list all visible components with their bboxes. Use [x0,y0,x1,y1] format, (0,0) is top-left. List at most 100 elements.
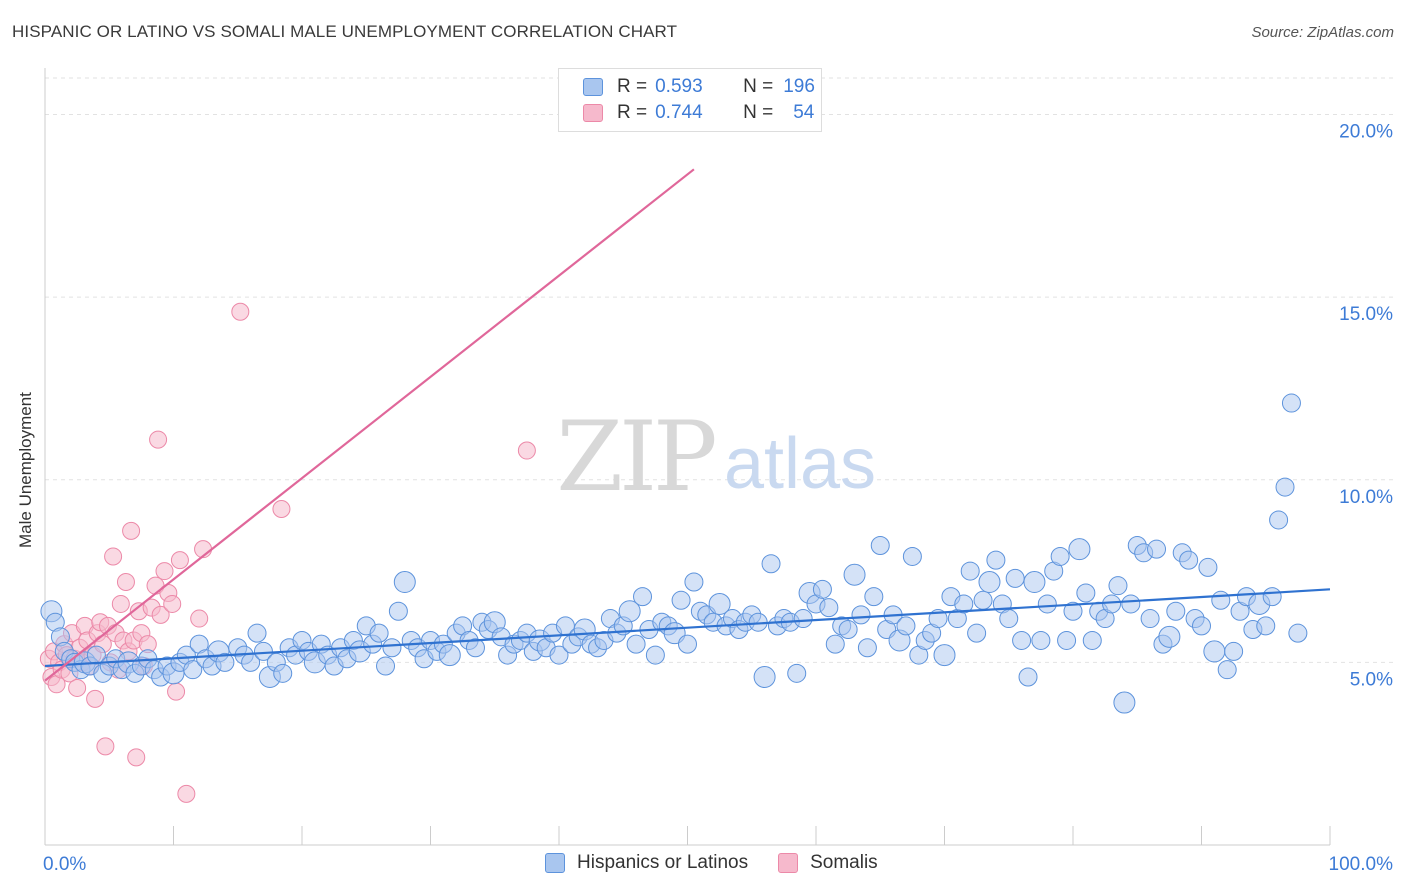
hispanic-point [369,623,389,643]
hispanic-point [1179,550,1199,570]
grid-layer [45,77,1395,663]
y-tick-label: 20.0% [1339,122,1393,143]
watermark-zip: ZIP [556,401,715,513]
hispanic-point [864,587,884,607]
somali-point [116,573,135,592]
somali-point [151,605,170,624]
hispanic-point [382,638,402,658]
somali-point [149,430,168,449]
hispanic-point [973,590,993,610]
hispanic-point [1211,590,1231,610]
somali-point [111,594,130,613]
x-tick-label: 100.0% [1329,854,1394,875]
legend-item-hispanics: Hispanics or Latinos [545,852,748,874]
watermark-atlas: atlas [724,424,876,504]
y-tick-label: 10.0% [1339,487,1393,508]
somali-point [167,682,186,701]
y-tick-label: 15.0% [1339,304,1393,325]
hispanic-point [1262,587,1282,607]
hispanic-point [1023,571,1046,594]
hispanic-point [1158,625,1181,648]
legend-row-hispanics: R = 0.593 N = 196 [583,75,815,99]
somali-point [127,748,146,767]
hispanic-point [978,571,1001,594]
legend-n-value: 54 [793,102,815,123]
legend-r-label: R = [617,76,648,97]
legend-r-label: R = [617,102,648,123]
legend-row-somalis: R = 0.744 N = 54 [583,101,814,125]
hispanic-point [1068,538,1091,561]
hispanic-point [1082,630,1102,650]
somali-point [163,594,182,613]
pink-swatch-icon [583,104,603,122]
legend-r-value: 0.593 [655,76,703,97]
legend-label-somalis: Somalis [810,852,878,873]
hispanic-point [1063,601,1083,621]
legend-n-label: N = [743,102,774,123]
hispanic-point [1198,557,1218,577]
hispanic-trend-line [44,588,1331,668]
hispanic-point [1005,568,1025,588]
hispanic-point [1256,616,1276,636]
hispanic-point [851,605,871,625]
chart-source: Source: ZipAtlas.com [1251,24,1394,41]
hispanic-point [761,554,781,574]
hispanic-point [843,563,866,586]
hispanic-point [671,590,691,610]
hispanic-point [1192,616,1211,636]
hispanic-point [1269,510,1289,530]
somali-point [190,609,209,628]
series-legend: Hispanics or Latinos Somalis [545,852,908,874]
hispanic-point [838,620,858,640]
somali-point [155,562,174,581]
hispanic-point [1140,609,1160,629]
hispanic-point [1275,477,1295,497]
somali-point [68,678,87,697]
hispanic-point [1050,546,1070,566]
hispanic-point [967,623,987,643]
hispanic-point [618,600,641,623]
hispanic-point [1113,691,1136,714]
hispanic-point [1037,594,1057,614]
hispanic-point [1203,640,1226,663]
hispanic-point [812,579,832,599]
hispanic-point [626,634,646,654]
hispanic-point [438,644,461,667]
legend-r-value: 0.744 [655,102,703,123]
chart-title: HISPANIC OR LATINO VS SOMALI MALE UNEMPL… [12,22,678,41]
hispanic-point [1108,576,1128,596]
hispanic-point [1057,630,1077,650]
hispanic-point [954,594,974,614]
y-tick-label: 5.0% [1350,669,1393,690]
hispanic-point [1076,583,1096,603]
somali-point [86,689,105,708]
hispanic-point [645,645,665,665]
axis-layer [44,68,1331,846]
watermark: ZIP atlas [556,401,876,513]
legend-n-label: N = [743,76,774,97]
hispanic-point [1147,539,1167,559]
legend-n-value: 196 [783,76,815,97]
hispanic-point [896,616,916,636]
somali-trend-line [44,168,695,682]
hispanic-point [1031,630,1051,650]
hispanic-point [393,571,416,594]
hispanic-point [753,665,776,688]
hispanic-point [999,609,1019,629]
hispanic-point [1166,601,1186,621]
hispanic-point [1288,623,1308,643]
somali-point [170,551,189,570]
somali-point [104,547,123,566]
x-tick-label: 0.0% [43,854,86,875]
somali-point [122,521,141,540]
hispanic-point [1102,594,1122,614]
hispanic-point [933,644,956,667]
somali-point [96,737,115,756]
hispanic-point [1281,393,1301,413]
hispanic-point [793,609,813,629]
hispanic-point [215,652,235,672]
hispanic-point [633,587,653,607]
hispanic-point [960,561,980,581]
hispanic-point [183,660,203,680]
